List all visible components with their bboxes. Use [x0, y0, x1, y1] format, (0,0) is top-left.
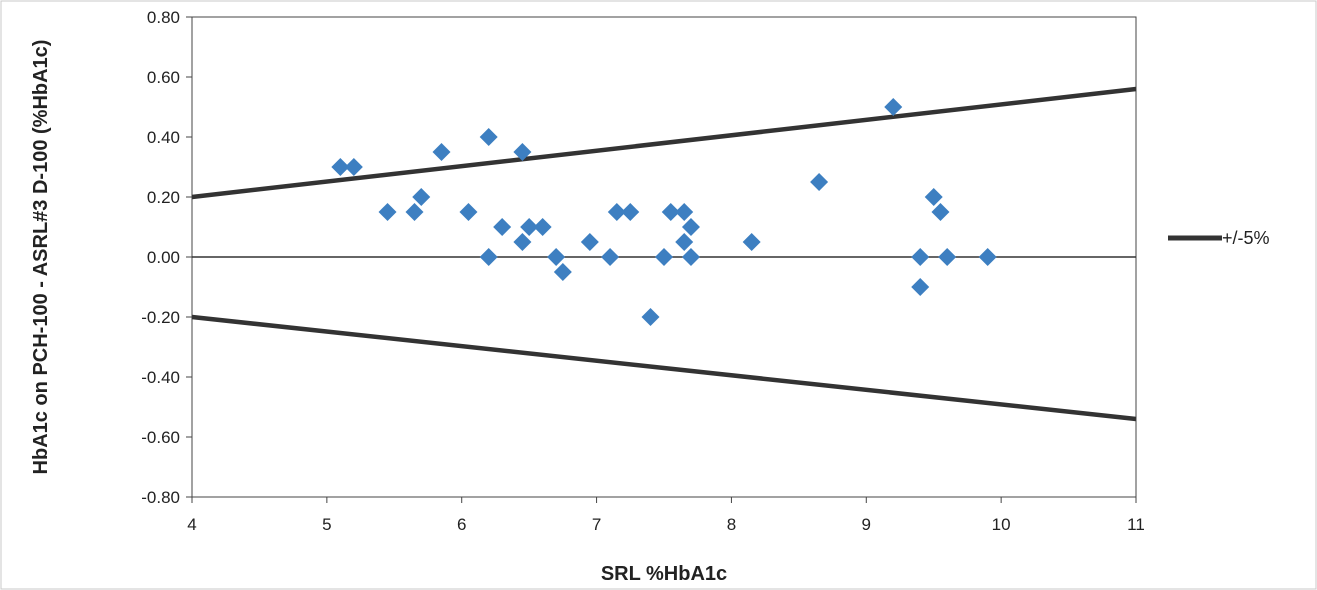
- data-point: [911, 248, 930, 266]
- y-axis-title: HbA1c on PCH-100 - ASRL#3 D-100 (%HbA1c): [30, 40, 52, 475]
- data-point: [978, 248, 997, 266]
- y-tick-label: 0.20: [147, 188, 180, 207]
- x-tick-label: 10: [992, 515, 1011, 534]
- data-point: [661, 203, 680, 221]
- data-point: [810, 173, 829, 191]
- data-point: [533, 218, 552, 236]
- x-tick-label: 4: [187, 515, 196, 534]
- axis-ticks: [186, 16, 1137, 503]
- data-point: [547, 248, 566, 266]
- data-point: [621, 203, 640, 221]
- data-point: [607, 203, 626, 221]
- y-tick-label: -0.60: [141, 428, 180, 447]
- legend-label: +/-5%: [1222, 228, 1270, 248]
- data-point: [459, 203, 478, 221]
- data-point: [675, 233, 694, 251]
- data-point: [412, 188, 431, 206]
- x-tick-label: 7: [592, 515, 601, 534]
- y-tick-labels: 0.80 0.60 0.40 0.20 0.00 -0.20 -0.40 -0.60 -0.80: [141, 8, 180, 507]
- legend: +/-5%: [1168, 228, 1270, 248]
- x-tick-labels: 4 5 6 7 8 9 10 11: [187, 515, 1145, 534]
- x-tick-label: 9: [862, 515, 871, 534]
- y-tick-label: -0.80: [141, 488, 180, 507]
- data-point: [938, 248, 957, 266]
- data-point: [580, 233, 599, 251]
- data-point: [911, 278, 930, 296]
- y-tick-label: -0.40: [141, 368, 180, 387]
- data-point: [479, 248, 498, 266]
- data-point: [493, 218, 512, 236]
- data-point: [405, 203, 424, 221]
- y-tick-label: 0.40: [147, 128, 180, 147]
- data-point: [742, 233, 761, 251]
- data-point: [344, 158, 363, 176]
- data-points-group: [331, 98, 997, 326]
- data-point: [520, 218, 539, 236]
- y-tick-label: 0.80: [147, 8, 180, 27]
- data-point: [931, 203, 950, 221]
- x-tick-label: 8: [727, 515, 736, 534]
- y-tick-label: 0.00: [147, 248, 180, 267]
- data-point: [601, 248, 620, 266]
- limit-lines-group: [191, 86, 1137, 422]
- data-point: [884, 98, 903, 116]
- data-point: [513, 143, 532, 161]
- x-tick-label: 11: [1127, 515, 1145, 534]
- data-point: [924, 188, 943, 206]
- upper-limit-line: [191, 86, 1137, 200]
- data-point: [331, 158, 350, 176]
- y-tick-label: -0.20: [141, 308, 180, 327]
- data-point: [553, 263, 572, 281]
- x-axis-title: SRL %HbA1c: [601, 563, 727, 585]
- data-point: [681, 248, 700, 266]
- data-point: [655, 248, 673, 266]
- y-tick-label: 0.60: [147, 68, 180, 87]
- x-tick-label: 6: [457, 515, 466, 534]
- data-point: [378, 203, 397, 221]
- data-point: [432, 143, 451, 161]
- data-point: [641, 308, 660, 326]
- data-point: [479, 128, 498, 146]
- data-point: [513, 233, 532, 251]
- data-point: [681, 218, 700, 236]
- x-tick-label: 5: [322, 515, 331, 534]
- data-point: [675, 203, 694, 221]
- lower-limit-line: [191, 314, 1137, 422]
